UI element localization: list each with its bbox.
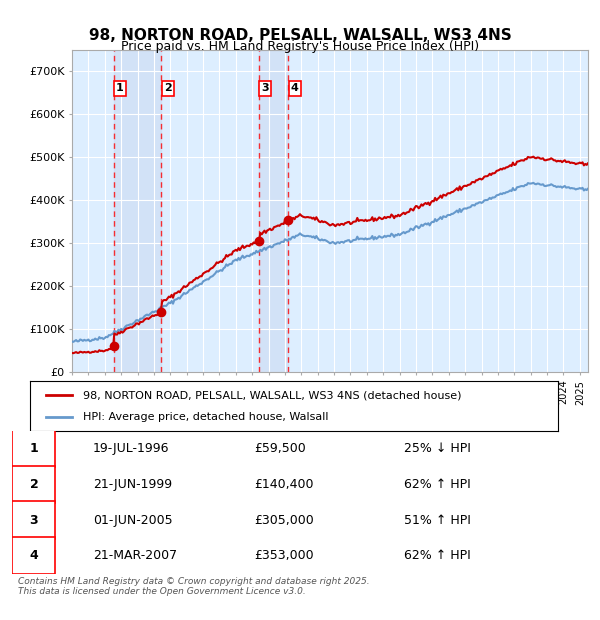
Text: 62% ↑ HPI: 62% ↑ HPI (404, 478, 470, 491)
FancyBboxPatch shape (12, 430, 55, 467)
Text: 62% ↑ HPI: 62% ↑ HPI (404, 549, 470, 562)
Text: 19-JUL-1996: 19-JUL-1996 (92, 442, 169, 455)
Text: 4: 4 (29, 549, 38, 562)
Bar (259, 50, 289, 372)
Text: 98, NORTON ROAD, PELSALL, WALSALL, WS3 4NS (detached house): 98, NORTON ROAD, PELSALL, WALSALL, WS3 4… (83, 390, 461, 400)
Text: 98, NORTON ROAD, PELSALL, WALSALL, WS3 4NS: 98, NORTON ROAD, PELSALL, WALSALL, WS3 4… (89, 28, 511, 43)
Text: 01-JUN-2005: 01-JUN-2005 (92, 513, 172, 526)
Text: £59,500: £59,500 (254, 442, 305, 455)
Bar (72, 50, 97, 372)
Text: £305,000: £305,000 (254, 513, 314, 526)
Bar (113, 50, 161, 372)
Text: 3: 3 (262, 83, 269, 93)
Text: 2: 2 (29, 478, 38, 491)
Text: 1: 1 (116, 83, 124, 93)
Text: £353,000: £353,000 (254, 549, 314, 562)
FancyBboxPatch shape (12, 502, 55, 539)
Text: 2: 2 (164, 83, 172, 93)
FancyBboxPatch shape (12, 537, 55, 574)
Text: £140,400: £140,400 (254, 478, 313, 491)
Text: 1: 1 (29, 442, 38, 455)
Text: 21-MAR-2007: 21-MAR-2007 (92, 549, 177, 562)
Text: 21-JUN-1999: 21-JUN-1999 (92, 478, 172, 491)
Text: Contains HM Land Registry data © Crown copyright and database right 2025.
This d: Contains HM Land Registry data © Crown c… (18, 577, 370, 596)
Text: 25% ↓ HPI: 25% ↓ HPI (404, 442, 470, 455)
Text: HPI: Average price, detached house, Walsall: HPI: Average price, detached house, Wals… (83, 412, 328, 422)
Text: 4: 4 (291, 83, 299, 93)
Text: 3: 3 (29, 513, 38, 526)
FancyBboxPatch shape (12, 466, 55, 503)
Text: 51% ↑ HPI: 51% ↑ HPI (404, 513, 470, 526)
Text: Price paid vs. HM Land Registry's House Price Index (HPI): Price paid vs. HM Land Registry's House … (121, 40, 479, 53)
